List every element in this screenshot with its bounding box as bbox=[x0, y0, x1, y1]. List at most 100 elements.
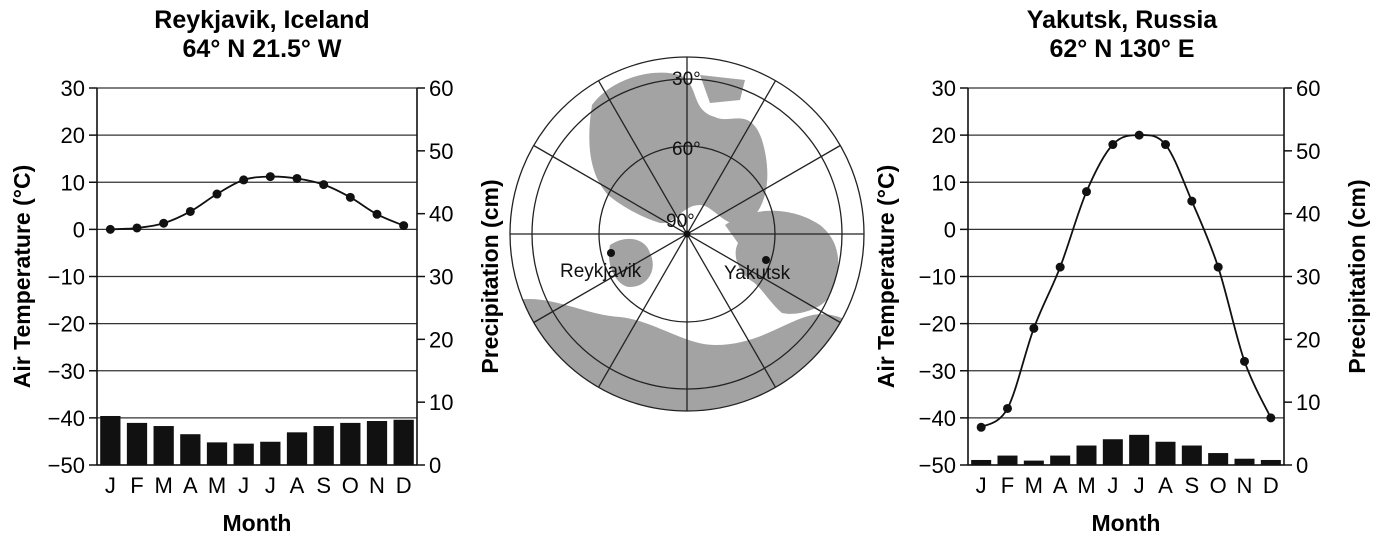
precipitation-bar bbox=[313, 426, 334, 465]
temperature-point bbox=[1029, 323, 1039, 333]
y2-axis-title: Precipitation (cm) bbox=[1344, 179, 1370, 373]
temperature-point bbox=[976, 422, 986, 432]
x-tick-label: J bbox=[238, 473, 249, 498]
x-tick-label: J bbox=[1134, 473, 1145, 498]
temperature-point bbox=[292, 173, 302, 183]
y-tick-label: −40 bbox=[48, 406, 85, 431]
x-tick-label: M bbox=[155, 473, 173, 498]
x-tick-label: F bbox=[1001, 473, 1014, 498]
y-tick-label: 0 bbox=[944, 217, 956, 242]
yakutsk-climate-panel: Yakutsk, Russia 62° N 130° E 30 20 10 0 −10 −20… bbox=[860, 0, 1381, 540]
x-tick-label: S bbox=[316, 473, 331, 498]
temperature-point bbox=[159, 218, 169, 228]
y-tick-label: −40 bbox=[919, 406, 956, 431]
precipitation-bar bbox=[1181, 445, 1202, 465]
y-tick-label: −20 bbox=[919, 312, 956, 337]
y-tick-label: 30 bbox=[61, 76, 85, 101]
y2-tick-label: 10 bbox=[429, 390, 453, 415]
temperature-point bbox=[1082, 187, 1091, 197]
x-tick-label: J bbox=[105, 473, 116, 498]
y-tick-label: −10 bbox=[48, 265, 85, 290]
y2-tick-label: 60 bbox=[1296, 76, 1320, 101]
temperature-point bbox=[1108, 140, 1118, 150]
y2-tick-label: 0 bbox=[1296, 453, 1308, 478]
y2-tick-label: 20 bbox=[1296, 327, 1320, 352]
temperature-point bbox=[1187, 196, 1197, 206]
precipitation-bar bbox=[1023, 460, 1044, 465]
x-tick-label: O bbox=[1210, 473, 1227, 498]
temperature-point bbox=[185, 206, 195, 216]
x-tick-label: M bbox=[208, 473, 226, 498]
x-tick-label: A bbox=[1053, 473, 1068, 498]
latitude-60-label: 60° bbox=[672, 139, 701, 160]
y-tick-label: 0 bbox=[73, 217, 85, 242]
temperature-point bbox=[132, 223, 142, 233]
north-pole-marker bbox=[683, 230, 691, 238]
chart-title: Reykjavik, Iceland bbox=[154, 6, 369, 34]
y2-tick-label: 10 bbox=[1296, 390, 1320, 415]
x-tick-label: F bbox=[130, 473, 143, 498]
temperature-point bbox=[212, 189, 222, 199]
precipitation-bar bbox=[1102, 439, 1123, 465]
precipitation-bar bbox=[260, 441, 281, 465]
polar-map-svg: 30° 60° 90° Reykjavik Yakutsk bbox=[509, 56, 865, 412]
precipitation-bar bbox=[1234, 458, 1255, 465]
y-tick-label: 30 bbox=[932, 76, 956, 101]
x-tick-label: S bbox=[1184, 473, 1199, 498]
y-tick-label: 10 bbox=[932, 170, 956, 195]
y-tick-label: −50 bbox=[48, 453, 85, 478]
chart-subtitle: 64° N 21.5° W bbox=[183, 35, 342, 63]
y2-axis-title: Precipitation (cm) bbox=[477, 179, 503, 373]
y-tick-label: 20 bbox=[932, 123, 956, 148]
precipitation-bar bbox=[1050, 455, 1071, 465]
y2-tick-label: 40 bbox=[1296, 202, 1320, 227]
temperature-point bbox=[319, 180, 329, 190]
y2-tick-label: 30 bbox=[429, 265, 453, 290]
chart-subtitle: 62° N 130° E bbox=[1049, 35, 1194, 63]
temperature-point bbox=[1266, 413, 1276, 423]
x-axis-title: Month bbox=[1092, 510, 1161, 536]
x-axis-title: Month bbox=[223, 510, 292, 536]
precipitation-bar bbox=[180, 434, 201, 465]
y2-tick-label: 50 bbox=[1296, 139, 1320, 164]
x-tick-label: N bbox=[369, 473, 385, 498]
precipitation-bar bbox=[153, 426, 174, 465]
temperature-line bbox=[980, 134, 1272, 429]
precipitation-bar bbox=[206, 442, 228, 465]
y-tick-label: −30 bbox=[48, 359, 85, 384]
precipitation-bar bbox=[1129, 434, 1150, 465]
temperature-point bbox=[1134, 130, 1144, 140]
temperature-point bbox=[399, 221, 409, 231]
x-tick-label: O bbox=[342, 473, 359, 498]
temperature-point bbox=[1055, 262, 1065, 272]
y2-tick-label: 60 bbox=[429, 76, 453, 101]
reykjavik-map-label: Reykjavik bbox=[560, 261, 642, 282]
reykjavik-marker bbox=[607, 249, 615, 257]
yakutsk-map-label: Yakutsk bbox=[724, 263, 791, 284]
temperature-point bbox=[105, 224, 115, 234]
x-tick-label: N bbox=[1237, 473, 1253, 498]
y2-tick-label: 20 bbox=[429, 327, 453, 352]
precipitation-bar bbox=[340, 422, 361, 465]
x-tick-label: M bbox=[1025, 473, 1043, 498]
temperature-point bbox=[239, 175, 249, 185]
canadian-islands-land bbox=[700, 75, 745, 103]
y2-tick-label: 0 bbox=[429, 453, 441, 478]
x-tick-label: A bbox=[183, 473, 198, 498]
precipitation-bar bbox=[286, 432, 308, 465]
temperature-point bbox=[372, 209, 382, 219]
y-tick-label: −10 bbox=[919, 265, 956, 290]
precipitation-bar bbox=[1076, 445, 1097, 465]
temperature-point bbox=[1240, 356, 1249, 366]
latitude-30-label: 30° bbox=[672, 69, 701, 90]
x-tick-label: D bbox=[1263, 473, 1279, 498]
chart-title: Yakutsk, Russia bbox=[1027, 6, 1218, 34]
y-tick-label: −50 bbox=[919, 453, 956, 478]
yakutsk-marker bbox=[762, 256, 770, 264]
greenland-north-america-land bbox=[589, 72, 768, 225]
y2-tick-label: 50 bbox=[429, 139, 453, 164]
x-tick-label: J bbox=[265, 473, 276, 498]
precipitation-bar bbox=[1155, 441, 1176, 465]
x-tick-label: A bbox=[290, 473, 305, 498]
